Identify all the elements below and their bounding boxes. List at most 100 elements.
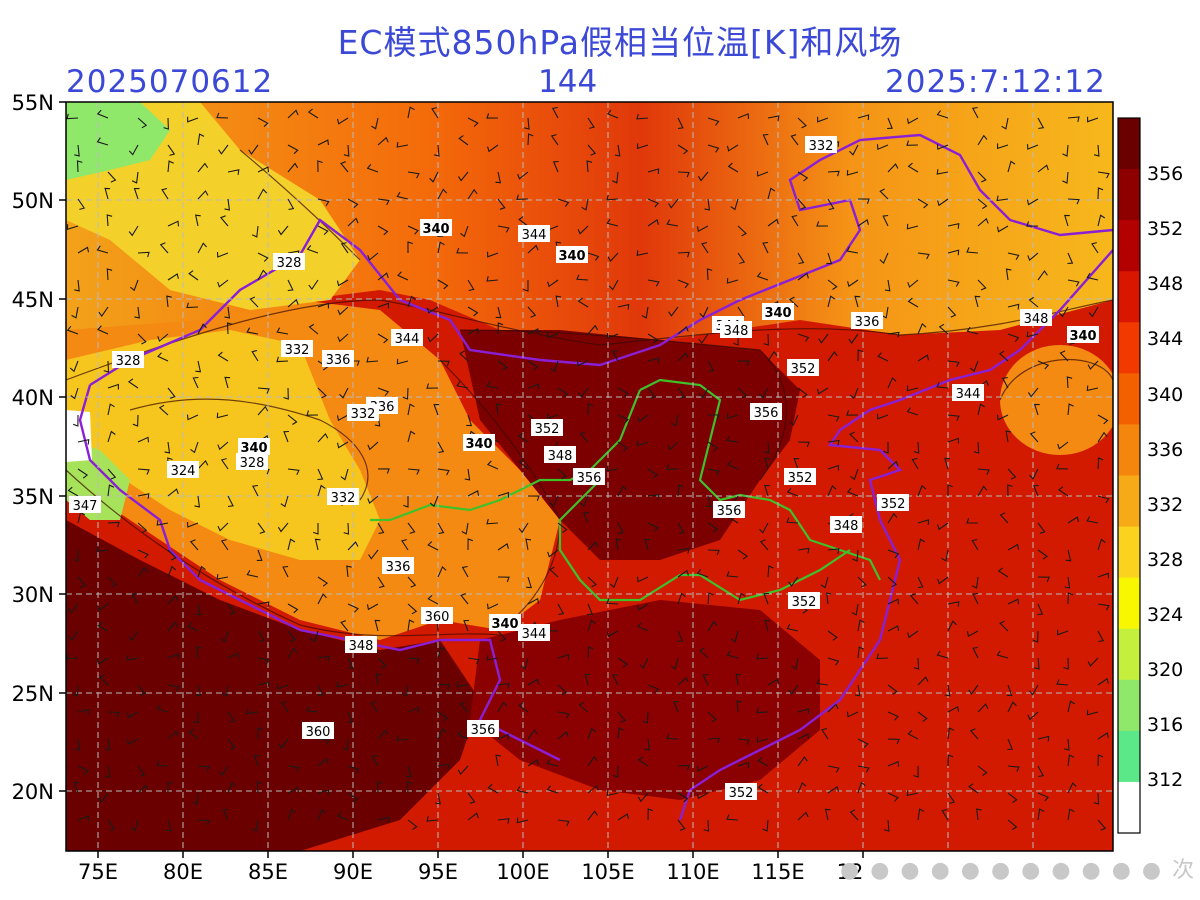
wind-barb <box>167 160 174 173</box>
wind-barb <box>317 360 329 371</box>
wind-barb <box>256 781 263 794</box>
wind-barb <box>126 738 139 745</box>
wind-barb <box>1097 630 1105 643</box>
contour-label: 360 <box>425 610 450 625</box>
wind-barb <box>636 603 649 611</box>
wind-barb <box>702 673 709 686</box>
wind-barb <box>377 468 390 474</box>
wind-barb <box>317 789 330 796</box>
wind-barb <box>167 549 177 561</box>
wind-barb <box>486 276 499 282</box>
wind-barb <box>706 268 713 281</box>
wind-barb <box>677 630 684 643</box>
chart-title: EC模式850hPa假相当位温[K]和风场 <box>337 23 903 62</box>
wind-barb <box>1097 187 1104 200</box>
wind-barb <box>407 430 416 443</box>
wind-barb <box>906 385 919 392</box>
wind-barb <box>1037 808 1045 821</box>
lat-label-40n: 40N <box>12 386 54 410</box>
wind-barb <box>677 325 689 335</box>
province-line <box>370 378 881 602</box>
wind-barb <box>587 541 599 551</box>
wind-barb <box>615 538 622 551</box>
wind-barb <box>337 306 349 316</box>
wind-barb <box>707 592 714 605</box>
wind-barb <box>824 808 831 821</box>
wind-barb <box>971 538 979 551</box>
wind-barb <box>707 360 715 373</box>
wind-barb <box>647 198 660 208</box>
wind-barb <box>737 113 750 119</box>
wind-barb <box>917 808 925 821</box>
colorbar <box>1117 117 1141 834</box>
forecast-hour-label: 144 <box>538 64 598 100</box>
wind-barb <box>887 549 900 559</box>
lon-label-75e: 75E <box>78 860 118 884</box>
wind-barb <box>917 354 930 362</box>
wind-barb <box>887 625 900 632</box>
wind-barb <box>849 809 859 821</box>
wind-barb <box>251 349 259 362</box>
wind-barb <box>790 134 799 146</box>
wind-barb <box>578 701 589 713</box>
wind-barb <box>827 484 837 497</box>
wind-barb <box>947 484 953 496</box>
wind-barb <box>786 517 799 524</box>
wind-barb <box>612 765 619 778</box>
wind-barb <box>257 252 269 262</box>
wind-barb <box>96 245 109 254</box>
wind-barb <box>67 486 79 497</box>
wind-barb <box>730 198 739 211</box>
contour-label: 332 <box>809 139 834 154</box>
wind-barb <box>467 792 476 804</box>
wind-barb <box>587 810 598 821</box>
wind-barb <box>637 440 649 447</box>
lat-label-35n: 35N <box>12 485 54 509</box>
wind-barb <box>917 519 930 525</box>
wind-barb <box>917 711 928 722</box>
colorbar-frame <box>1117 117 1141 834</box>
wind-barb <box>1007 252 1020 260</box>
wind-barb <box>497 543 509 551</box>
wind-barb <box>877 413 889 420</box>
wind-barb <box>557 603 565 616</box>
wind-barb <box>340 620 349 632</box>
wind-barb <box>467 188 478 200</box>
wind-barb <box>458 135 469 146</box>
wind-barb <box>547 279 559 288</box>
wind-barb <box>66 653 79 660</box>
wind-barb <box>617 387 629 398</box>
wind-barb <box>306 245 319 254</box>
wind-barb <box>317 387 327 399</box>
wind-barb <box>851 603 859 616</box>
wind-barb <box>647 522 659 532</box>
wind-barb <box>579 431 589 443</box>
wind-barb <box>317 302 329 309</box>
contour-label: 340 <box>465 437 492 452</box>
wind-barb <box>486 518 499 525</box>
wind-barb <box>947 437 959 444</box>
wind-barb <box>317 757 329 767</box>
wind-barb <box>587 117 595 129</box>
wind-barb <box>969 360 979 373</box>
wind-barb <box>257 387 270 394</box>
wind-barb <box>647 468 659 479</box>
wind-barb <box>786 624 799 632</box>
wind-barb <box>1057 629 1069 636</box>
wind-barb <box>936 382 949 389</box>
wind-barb <box>857 738 869 748</box>
wind-barb <box>497 198 506 210</box>
wind-barb <box>1007 468 1017 480</box>
wind-barb <box>1034 657 1040 670</box>
wind-barb <box>310 630 319 643</box>
wind-barb <box>347 765 360 774</box>
wind-barb <box>256 549 263 561</box>
wind-barb <box>1059 350 1069 362</box>
wind-barb <box>797 781 807 794</box>
wind-barb <box>76 160 83 173</box>
wind-barb <box>1032 630 1039 643</box>
wind-barb <box>647 494 660 500</box>
wind-barb <box>966 326 979 335</box>
wind-barb <box>581 198 589 211</box>
wind-barb <box>467 490 480 497</box>
